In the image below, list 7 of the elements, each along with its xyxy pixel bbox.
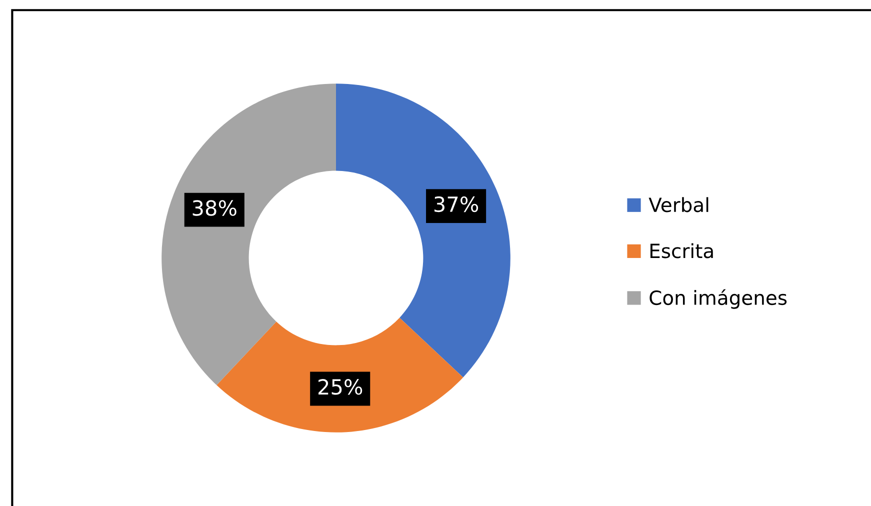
data-label: 37% [434, 196, 478, 212]
donut-slice [336, 84, 510, 378]
legend-label: Verbal [648, 197, 708, 212]
legend-label: Con imágenes [650, 289, 787, 309]
data-label: 25% [318, 379, 362, 395]
data-label: 38% [192, 200, 236, 216]
legend-label: Escrita [650, 243, 713, 258]
